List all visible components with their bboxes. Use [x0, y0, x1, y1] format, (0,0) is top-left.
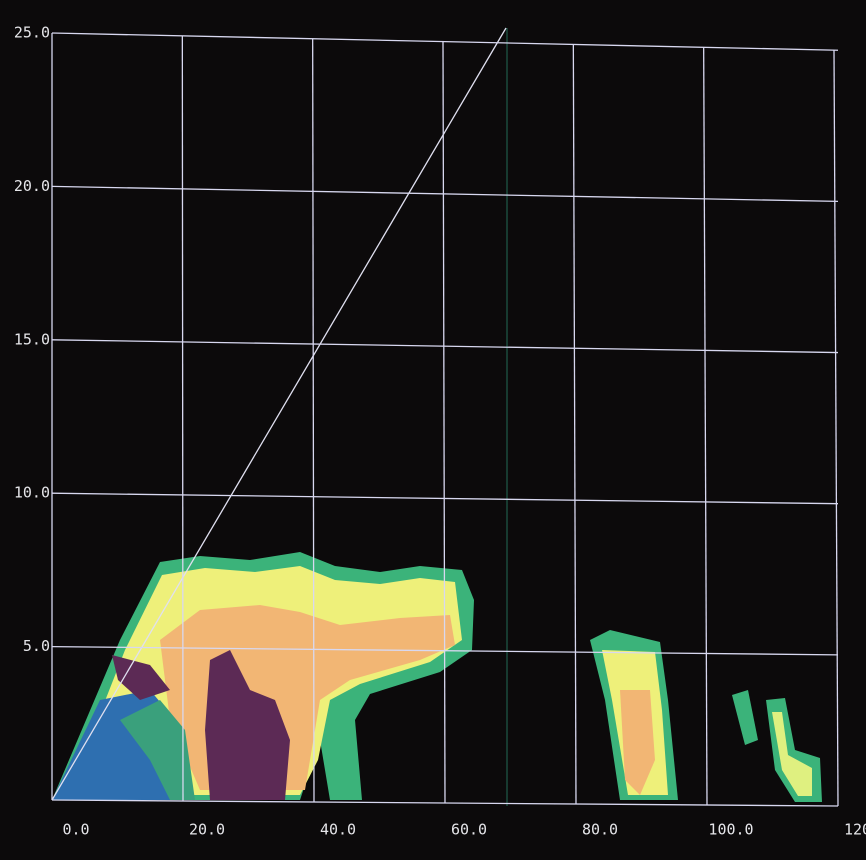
x-tick-label: 0.0 — [62, 821, 89, 839]
page: {"chart_data": {"type": "rhi", "xlim": [… — [0, 0, 866, 856]
y-tick-label: 15.0 — [14, 330, 50, 348]
x-tick-label: 100.0 — [708, 821, 753, 839]
grid-line — [182, 36, 183, 801]
y-tick-label: 5.0 — [23, 637, 50, 655]
y-tick-label: 20.0 — [14, 177, 50, 195]
x-tick-label: 80.0 — [582, 821, 618, 839]
x-tick-label: 20.0 — [189, 821, 225, 839]
x-tick-label: 60.0 — [451, 821, 487, 839]
radar-display: 5.0 10.0 15.0 20.0 25.0 0.0 20.0 40.0 60.0 80.0 10… — [0, 0, 866, 856]
x-tick-label: 40.0 — [320, 821, 356, 839]
y-tick-label: 10.0 — [14, 484, 50, 502]
y-tick-label: 25.0 — [14, 24, 50, 42]
x-tick-label: 120. — [844, 821, 866, 839]
